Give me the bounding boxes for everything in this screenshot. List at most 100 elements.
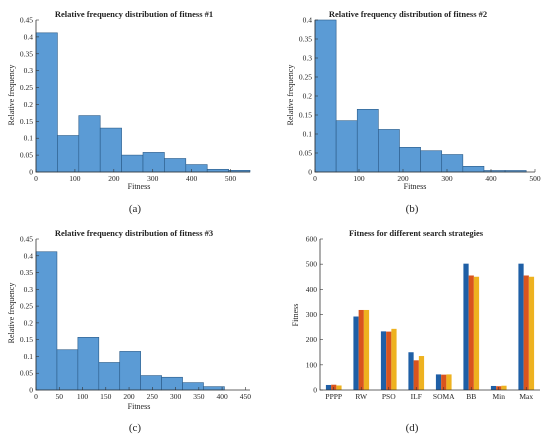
x-tick-label-c: 250 [147, 392, 159, 401]
x-tick-label-a: 300 [147, 174, 159, 183]
y-tick-label-b: 0.15 [299, 111, 312, 120]
chart-title-a: Relative frequency distribution of fitne… [55, 9, 213, 19]
category-label-d: SOMA [433, 392, 455, 401]
histogram-panel-a: Relative frequency distribution of fitne… [7, 9, 251, 215]
panel-caption-d: (d) [406, 422, 419, 434]
y-tick-label-b: 0.05 [299, 149, 312, 158]
x-tick-label-b: 0 [313, 174, 317, 183]
x-axis-label-a: Fitness [128, 182, 151, 191]
bars-c [35, 251, 225, 391]
y-tick-label-c: 0.3 [24, 285, 34, 294]
chart-title-c: Relative frequency distribution of fitne… [55, 228, 213, 238]
strategy-bar-d [325, 384, 332, 390]
strategy-bar-d [446, 374, 452, 390]
x-tick-label-c: 450 [240, 392, 252, 401]
histogram-bar-c [140, 375, 162, 391]
y-tick-label-c: 0.25 [20, 302, 33, 311]
histogram-bar-a [99, 127, 122, 173]
x-axis-label-b: Fitness [404, 182, 427, 191]
y-tick-label-a: 0.3 [24, 66, 34, 75]
x-tick-label-c: 100 [77, 392, 89, 401]
y-tick-label-a: 0.35 [20, 49, 33, 58]
chart-title-b: Relative frequency distribution of fitne… [329, 9, 487, 19]
strategy-bar-d [463, 263, 469, 390]
panel-caption-a: (a) [129, 203, 142, 215]
y-tick-label-c: 0.15 [20, 335, 33, 344]
y-tick-label-b: 0.3 [303, 54, 313, 63]
histogram-panel-c: Relative frequency distribution of fitne… [7, 228, 251, 434]
x-tick-label-a: 200 [108, 174, 120, 183]
x-tick-label-a: 500 [225, 174, 237, 183]
strategy-bar-d [468, 275, 474, 390]
histogram-bar-c [98, 362, 121, 391]
y-tick-label-b: 0.1 [303, 130, 313, 139]
histogram-bar-b [462, 166, 485, 173]
y-tick-label-a: 0.2 [24, 100, 34, 109]
x-tick-label-c: 50 [56, 392, 64, 401]
strategy-bar-d [518, 263, 524, 390]
strategy-bar-d [528, 276, 535, 390]
strategy-bar-d [353, 316, 359, 390]
category-label-d: PPPP [325, 392, 342, 401]
strategy-bar-d [418, 356, 425, 390]
x-tick-label-c: 400 [216, 392, 228, 401]
axes-d: 0 100 200 300 400 500 600 PPPP RW PSO ILF SOMA BB Min… [306, 235, 540, 401]
histogram-bar-b [441, 154, 464, 173]
y-tick-label-b: 0.35 [299, 35, 312, 44]
strategy-bar-d [501, 385, 507, 390]
strategy-bar-d [408, 352, 414, 390]
strategy-bar-d [380, 331, 387, 390]
y-axis-label-a: Relative frequency [7, 65, 16, 126]
y-tick-label-d: 100 [306, 360, 318, 369]
category-label-d: BB [466, 392, 476, 401]
y-axis-label-b: Relative frequency [286, 65, 295, 126]
y-axis-label-c: Relative frequency [7, 283, 16, 344]
histogram-bar-b [378, 129, 400, 173]
y-tick-label-b: 0 [308, 168, 312, 177]
y-tick-label-c: 0.1 [24, 352, 34, 361]
y-tick-label-a: 0.05 [20, 151, 33, 160]
bars-a [35, 32, 251, 173]
histogram-bar-a [78, 115, 101, 173]
y-tick-label-d: 400 [306, 285, 318, 294]
x-tick-label-c: 200 [123, 392, 135, 401]
x-axis-label-c: Fitness [128, 402, 151, 411]
histogram-bar-a [206, 168, 229, 173]
y-tick-label-a: 0.1 [24, 134, 34, 143]
x-tick-label-c: 0 [34, 392, 38, 401]
histogram-bar-a [35, 32, 58, 173]
bars-b [314, 19, 527, 173]
y-tick-label-d: 200 [306, 335, 318, 344]
y-tick-label-a: 0.15 [20, 117, 33, 126]
strategy-bar-d [435, 374, 442, 390]
axes-a: 0 0.05 0.1 0.15 0.2 0.25 0.3 0.35 0.4 0.45 0 100 200… [20, 16, 250, 183]
y-tick-label-a: 0.25 [20, 83, 33, 92]
y-tick-label-b: 0.25 [299, 73, 312, 82]
histogram-bar-c [182, 382, 204, 391]
histogram-bar-a [57, 135, 80, 173]
y-tick-label-a: 0 [29, 168, 33, 177]
x-tick-label-b: 200 [397, 174, 409, 183]
histogram-bar-b [420, 150, 443, 173]
grouped-bar-panel-d: Fitness for different search strategies … [291, 228, 540, 434]
histogram-bar-c [203, 386, 225, 391]
axis-frame-a [35, 20, 250, 173]
axis-frame-b [314, 20, 535, 173]
category-label-d: ILF [411, 392, 422, 401]
axis-frame-c [35, 239, 250, 391]
category-label-d: RW [355, 392, 368, 401]
x-tick-label-b: 400 [485, 174, 497, 183]
x-tick-label-c: 150 [100, 392, 112, 401]
histogram-bar-a [142, 152, 165, 173]
strategy-bar-d [336, 385, 342, 390]
histogram-bar-b [399, 147, 421, 173]
strategy-bar-d [473, 276, 480, 390]
strategy-bar-d [386, 331, 392, 390]
axes-b: 0 0.05 0.1 0.15 0.2 0.25 0.3 0.35 0.4 0 100 200 300 4… [299, 16, 541, 184]
x-tick-label-c: 300 [170, 392, 182, 401]
x-tick-label-b: 500 [529, 174, 541, 183]
histogram-bar-c [77, 337, 100, 391]
strategy-bar-d [391, 328, 397, 390]
strategy-bar-d [363, 309, 370, 390]
